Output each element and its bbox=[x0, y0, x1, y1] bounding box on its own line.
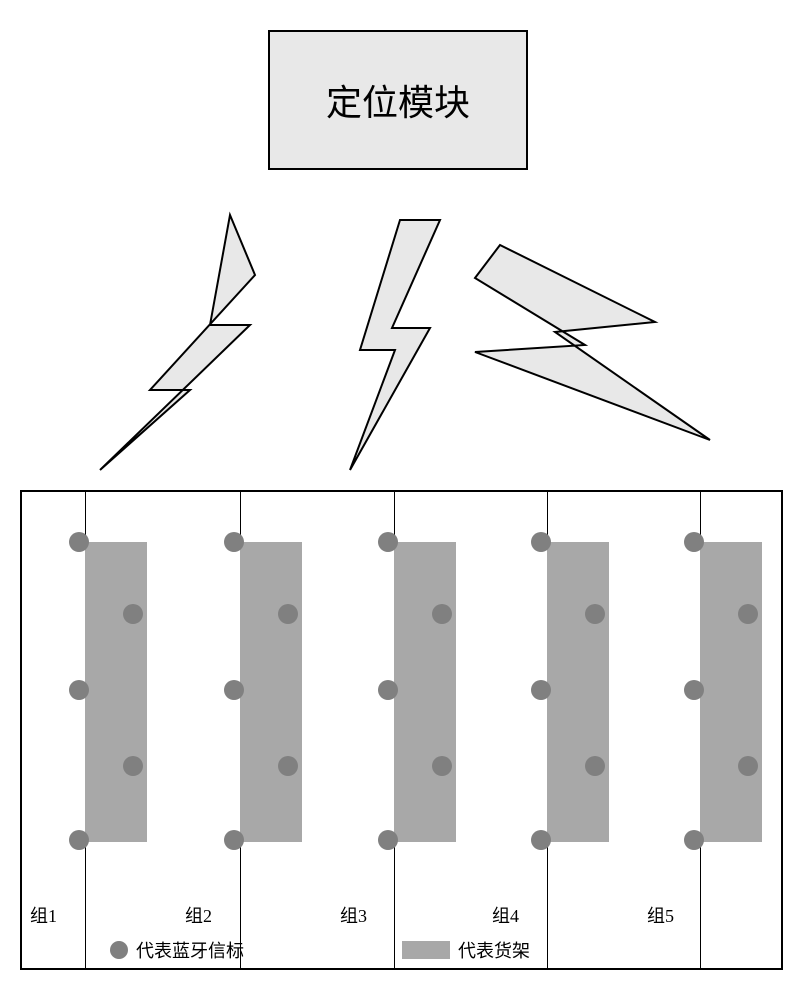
shelf bbox=[85, 542, 147, 842]
legend-beacon: 代表蓝牙信标 bbox=[110, 937, 244, 963]
bluetooth-beacon-icon bbox=[432, 756, 452, 776]
bluetooth-beacon-icon bbox=[69, 532, 89, 552]
signal-bolt-icon bbox=[470, 240, 720, 450]
shelf bbox=[700, 542, 762, 842]
bluetooth-beacon-icon bbox=[378, 680, 398, 700]
bluetooth-beacon-icon bbox=[585, 604, 605, 624]
legend-beacon-label: 代表蓝牙信标 bbox=[136, 937, 244, 963]
shelf bbox=[547, 542, 609, 842]
bluetooth-beacon-icon bbox=[224, 680, 244, 700]
bluetooth-beacon-icon bbox=[432, 604, 452, 624]
bluetooth-beacon-icon bbox=[531, 532, 551, 552]
warehouse-area: 组1 组2 组3 组4 组5 代表蓝牙信标 代表货架 bbox=[20, 490, 783, 970]
bluetooth-beacon-icon bbox=[123, 604, 143, 624]
legend-shelf: 代表货架 bbox=[402, 937, 530, 963]
positioning-module-label: 定位模块 bbox=[326, 74, 470, 126]
bluetooth-beacon-icon bbox=[278, 756, 298, 776]
bluetooth-beacon-icon bbox=[69, 830, 89, 850]
bluetooth-beacon-icon bbox=[531, 830, 551, 850]
bluetooth-beacon-icon bbox=[585, 756, 605, 776]
positioning-module-box: 定位模块 bbox=[268, 30, 528, 170]
bluetooth-beacon-icon bbox=[378, 830, 398, 850]
group-label: 组4 bbox=[492, 902, 519, 928]
bluetooth-beacon-icon bbox=[224, 830, 244, 850]
bluetooth-beacon-icon bbox=[278, 604, 298, 624]
bluetooth-beacon-icon bbox=[684, 532, 704, 552]
shelf-swatch-icon bbox=[402, 941, 450, 959]
group-label: 组5 bbox=[647, 902, 674, 928]
diagram-canvas: 定位模块 组1 组2 组3 组4 组5 代表蓝牙信标 代表货架 bbox=[0, 0, 803, 1000]
bluetooth-beacon-icon bbox=[531, 680, 551, 700]
legend-shelf-label: 代表货架 bbox=[458, 937, 530, 963]
group-label: 组3 bbox=[340, 902, 367, 928]
bluetooth-beacon-icon bbox=[738, 756, 758, 776]
bluetooth-beacon-icon bbox=[738, 604, 758, 624]
signal-bolt-icon bbox=[95, 210, 275, 480]
group-label: 组2 bbox=[185, 902, 212, 928]
bluetooth-beacon-icon bbox=[224, 532, 244, 552]
bluetooth-beacon-icon bbox=[69, 680, 89, 700]
bluetooth-beacon-icon bbox=[378, 532, 398, 552]
bluetooth-beacon-icon bbox=[684, 830, 704, 850]
bluetooth-beacon-icon bbox=[123, 756, 143, 776]
group-label: 组1 bbox=[30, 902, 57, 928]
signal-bolt-icon bbox=[345, 215, 455, 475]
shelf bbox=[394, 542, 456, 842]
shelf bbox=[240, 542, 302, 842]
bluetooth-beacon-icon bbox=[684, 680, 704, 700]
beacon-dot-icon bbox=[110, 941, 128, 959]
